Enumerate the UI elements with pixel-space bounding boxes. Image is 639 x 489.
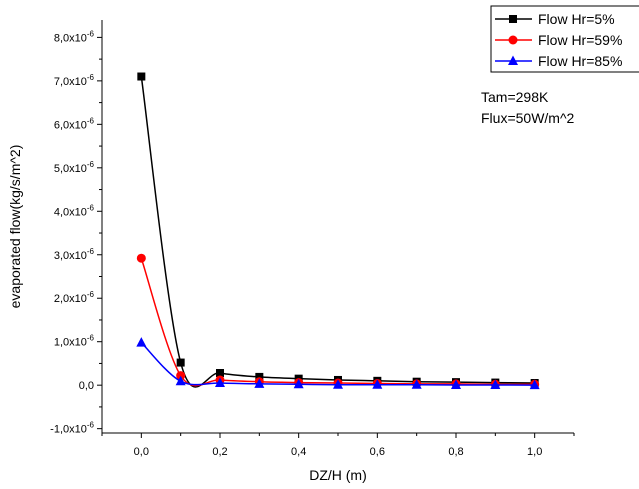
- plot-frame: [101, 20, 574, 434]
- y-tick-label: -1,0x10-6: [50, 421, 94, 436]
- y-tick-label: 7,0x10-6: [54, 73, 95, 88]
- y-tick-label: 5,0x10-6: [54, 160, 95, 175]
- data-point: [176, 358, 185, 367]
- data-point: [136, 253, 146, 263]
- data-point: [293, 378, 304, 389]
- series-line: [140, 76, 535, 388]
- legend: Flow Hr=5% Flow Hr=59% Flow Hr=85%: [490, 5, 639, 73]
- x-axis-title: DZ/H (m): [309, 467, 367, 483]
- legend-label: Flow Hr=85%: [538, 53, 622, 69]
- y-axis: -1,0x10-6 0,0 1,0x10-6 2,0x10-6 3,0x10-6 4,0x…: [50, 29, 102, 436]
- legend-marker: [509, 15, 517, 23]
- data-point: [372, 379, 383, 389]
- y-tick-label: 3,0x10-6: [54, 247, 95, 262]
- data-point: [176, 371, 186, 381]
- y-axis-title: evaporated flow(kg/s/m^2): [7, 145, 23, 309]
- data-point: [136, 337, 147, 347]
- x-tick-label: 0,2: [212, 446, 227, 458]
- legend-marker: [508, 35, 518, 45]
- y-tick-label: 0,0: [79, 380, 94, 392]
- data-point: [216, 369, 224, 378]
- series-layer: [136, 72, 540, 390]
- data-point: [411, 379, 422, 389]
- x-axis: 0,0 0,2 0,4 0,6 0,8 1,0: [101, 433, 575, 458]
- annotation-temperature: Tam=298K: [481, 89, 549, 105]
- y-tick-label: 6,0x10-6: [54, 116, 95, 131]
- data-point: [255, 372, 264, 381]
- data-point: [529, 379, 540, 390]
- data-point: [490, 379, 501, 389]
- x-tick-label: 0,8: [448, 446, 463, 458]
- x-tick-label: 0,6: [370, 446, 385, 458]
- legend-marker: [508, 55, 518, 65]
- x-tick-label: 0,0: [134, 446, 149, 458]
- legend-label: Flow Hr=59%: [538, 32, 622, 48]
- series-0: [137, 72, 539, 388]
- annotation-flux: Flux=50W/m^2: [481, 110, 575, 126]
- series-2: [136, 337, 540, 390]
- series-line: [140, 257, 535, 387]
- data-point: [175, 375, 186, 386]
- data-point: [451, 379, 461, 389]
- y-tick-label: 4,0x10-6: [54, 203, 95, 218]
- y-tick-label: 2,0x10-6: [54, 290, 95, 305]
- legend-label: Flow Hr=5%: [538, 11, 615, 27]
- data-point: [137, 72, 146, 81]
- y-tick-label: 1,0x10-6: [54, 334, 95, 349]
- data-point: [254, 378, 265, 388]
- y-tick-label: 8,0x10-6: [54, 29, 95, 44]
- x-tick-label: 0,4: [291, 446, 306, 458]
- series-1: [136, 253, 540, 389]
- x-tick-label: 1,0: [527, 446, 542, 458]
- data-point: [215, 377, 225, 388]
- data-point: [333, 379, 343, 389]
